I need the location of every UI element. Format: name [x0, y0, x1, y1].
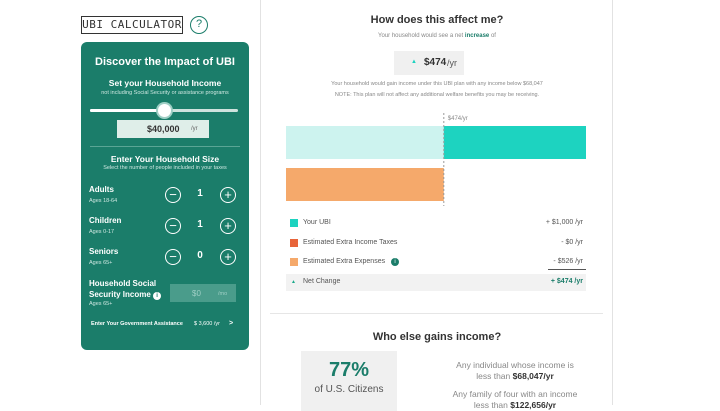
- legend-name: Net Change: [303, 277, 341, 285]
- card-title: Discover the Impact of UBI: [95, 56, 235, 68]
- row-count: 0: [197, 250, 203, 261]
- row-ages: Ages 0-17: [89, 229, 115, 235]
- net-amount: $474: [424, 57, 447, 68]
- ss-input[interactable]: $0 /mo: [170, 284, 236, 302]
- fact-text: Any family of four with an income less t…: [450, 389, 580, 411]
- calculator-card: Discover the Impact of UBI Set your Hous…: [81, 42, 249, 350]
- sum-line: [548, 269, 586, 270]
- income-heading: Set your Household Income: [108, 78, 222, 88]
- plus-button[interactable]: +: [220, 187, 236, 203]
- sentence-start: Your household would see a net: [378, 33, 464, 39]
- fact-amount: $68,047/yr: [512, 371, 554, 381]
- note-income: Your household would gain income under t…: [331, 81, 543, 87]
- row-label: Adults: [89, 185, 114, 194]
- info-icon[interactable]: i: [153, 292, 162, 300]
- legend-value: - $0 /yr: [561, 238, 583, 246]
- legend-name: Your UBI: [303, 219, 331, 226]
- divider: [260, 0, 261, 405]
- income-unit: /yr: [191, 126, 198, 132]
- assistance-arrow[interactable]: >: [229, 320, 234, 327]
- minus-button[interactable]: −: [165, 218, 181, 234]
- row-count: 1: [197, 219, 203, 230]
- others-title: Who else gains income?: [372, 331, 502, 343]
- legend-value: + $474 /yr: [550, 277, 583, 285]
- legend-name: Estimated Extra Expenses: [303, 258, 386, 265]
- divider: [612, 0, 613, 405]
- note-welfare: NOTE: This plan will not affect any addi…: [334, 92, 540, 98]
- slider-fill: [90, 109, 165, 112]
- slider-handle[interactable]: [158, 104, 171, 117]
- ss-ages: Ages 65+: [89, 301, 113, 307]
- percent-value: 77%: [328, 359, 370, 381]
- up-icon: ▲: [411, 59, 417, 65]
- income-subheading: not including Social Security or assista…: [101, 90, 229, 96]
- size-subheading: Select the number of people included in …: [103, 165, 227, 171]
- plus-button[interactable]: +: [220, 249, 236, 265]
- sentence-end: of: [490, 33, 496, 39]
- net-icon: ▲: [291, 278, 296, 285]
- fact-text: Any individual whose income is less than…: [450, 360, 580, 382]
- legend-swatch: [290, 219, 298, 227]
- fact-amount: $122,656/yr: [510, 400, 557, 410]
- logo[interactable]: UBI CALCULATOR: [81, 16, 183, 34]
- row-label: Children: [89, 216, 122, 225]
- income-box[interactable]: $40,000 /yr: [117, 120, 209, 138]
- legend-name: Estimated Extra Income Taxes: [303, 238, 398, 246]
- row-ages: Ages 65+: [89, 260, 113, 266]
- row-ages: Ages 18-64: [89, 198, 118, 204]
- net-row-bg: [286, 273, 586, 291]
- row-count: 1: [197, 188, 203, 199]
- assistance-amount[interactable]: $ 3,600 /yr: [194, 321, 220, 327]
- fact-sentence: Any individual whose income is less than: [456, 360, 574, 381]
- info-icon[interactable]: i: [391, 258, 399, 266]
- legend-swatch: [290, 258, 298, 266]
- effect-title: How does this affect me?: [370, 14, 504, 26]
- percent-label: of U.S. Citizens: [314, 384, 384, 395]
- separator: [90, 146, 240, 147]
- sentence-emphasis: increase: [464, 33, 490, 39]
- size-heading: Enter Your Household Size: [110, 154, 220, 164]
- row-label: Seniors: [89, 247, 119, 256]
- plus-button[interactable]: +: [220, 218, 236, 234]
- separator: [270, 313, 603, 314]
- legend-swatch: [290, 238, 298, 247]
- legend-value: + $1,000 /yr: [545, 219, 583, 226]
- net-unit: /yr: [447, 58, 457, 68]
- net-bar: [443, 126, 586, 159]
- minus-button[interactable]: −: [165, 249, 181, 265]
- ss-unit: /mo: [218, 291, 228, 297]
- ss-label: Household Social Security Income i: [89, 278, 169, 300]
- net-box: ▲ $474 /yr: [394, 51, 464, 75]
- legend-value: - $526 /yr: [553, 258, 583, 265]
- ss-amount: $0: [192, 289, 201, 298]
- ss-label-text: Household Social Security Income: [89, 279, 157, 299]
- expenses-bar: [286, 168, 444, 201]
- income-amount: $40,000: [147, 124, 180, 134]
- help-button[interactable]: ?: [190, 16, 208, 34]
- effect-sentence: Your household would see a net increase …: [262, 33, 612, 39]
- assistance-label[interactable]: Enter Your Government Assistance: [91, 321, 183, 327]
- percent-box: 77% of U.S. Citizens: [301, 351, 397, 411]
- chart-label: $474/yr: [448, 116, 468, 122]
- minus-button[interactable]: −: [165, 187, 181, 203]
